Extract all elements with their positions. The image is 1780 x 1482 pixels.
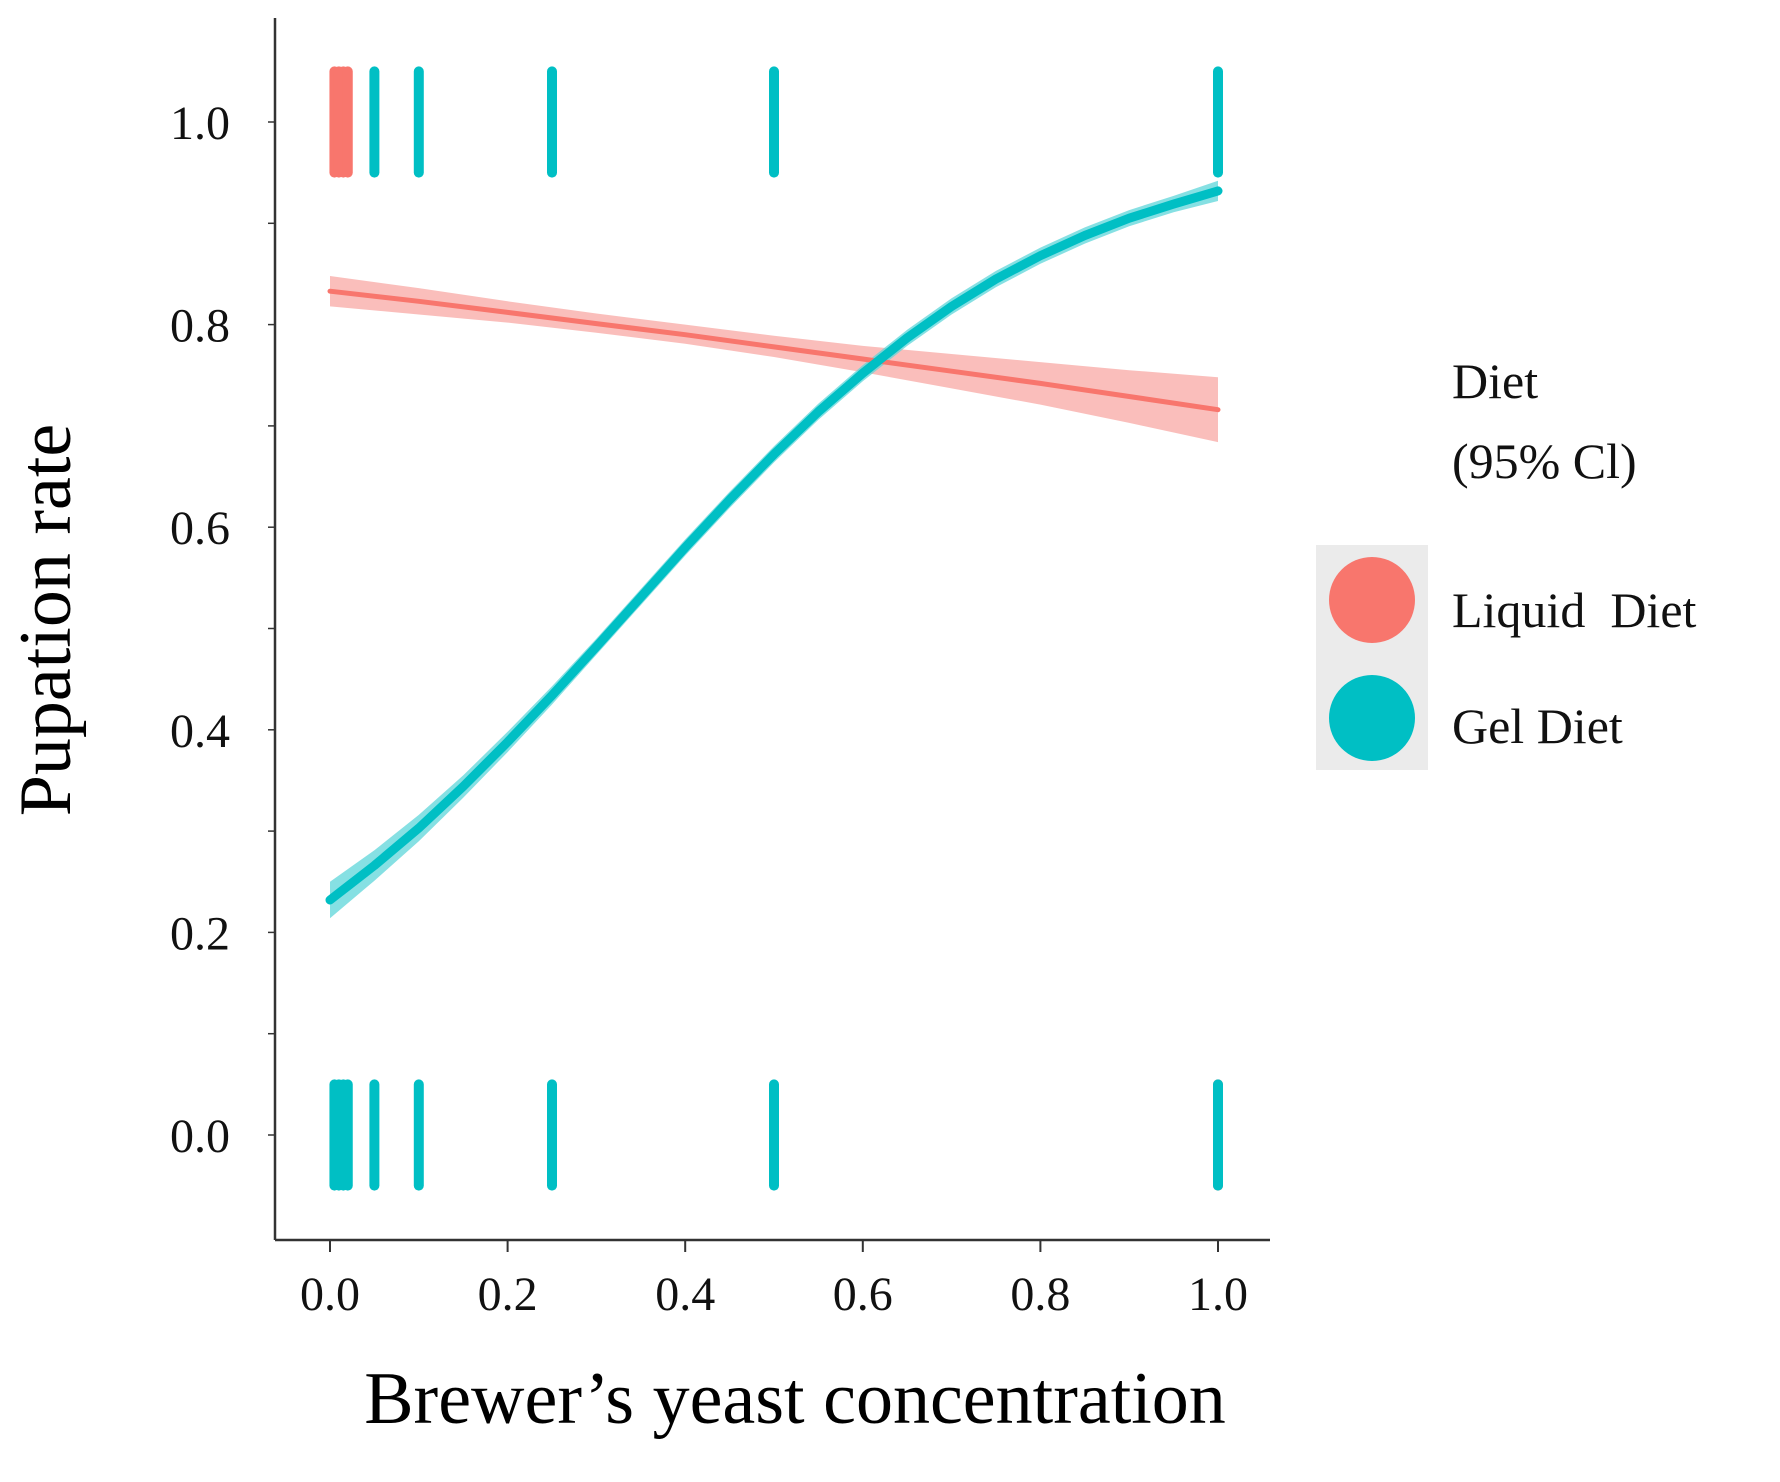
x-tick-label: 0.2 <box>478 1268 538 1321</box>
ticks: 0.0 0.2 0.4 0.6 0.8 1.0 0.0 0.2 0.4 0.6 0.8 1.0 <box>170 97 1248 1321</box>
fitted-lines <box>325 186 1223 905</box>
x-axis-title: Brewer’s yeast concentration <box>364 1358 1226 1440</box>
y-tick-label: 0.4 <box>170 705 230 758</box>
x-tick-label: 1.0 <box>1188 1268 1248 1321</box>
y-axis-title: Pupation rate <box>5 424 87 817</box>
legend-title: Diet <box>1452 353 1538 409</box>
y-tick-label: 1.0 <box>170 97 230 150</box>
legend-label-gel-diet: Gel Diet <box>1452 698 1623 754</box>
ci-band-gel-diet <box>330 180 1218 919</box>
confidence-bands <box>330 180 1218 919</box>
axes <box>273 18 1270 1242</box>
legend-label-liquid-diet: Liquid Diet <box>1452 582 1697 638</box>
y-tick-label: 0.2 <box>170 907 230 960</box>
legend-subtitle: (95% Cl) <box>1452 433 1637 489</box>
rug-marks <box>329 66 1223 1191</box>
legend-key-liquid-diet <box>1329 557 1415 643</box>
y-tick-label: 0.8 <box>170 300 230 353</box>
x-tick-label: 0.6 <box>833 1268 893 1321</box>
legend: Diet (95% Cl) Liquid Diet Gel Diet <box>1316 353 1697 770</box>
x-tick-label: 0.4 <box>655 1268 715 1321</box>
fit-line-liquid-diet <box>327 288 1221 413</box>
fit-line-gel-diet <box>325 186 1223 905</box>
x-tick-label: 0.0 <box>300 1268 360 1321</box>
y-tick-label: 0.0 <box>170 1110 230 1163</box>
ci-band-liquid-diet <box>330 276 1218 443</box>
y-tick-label: 0.6 <box>170 502 230 555</box>
x-tick-label: 0.8 <box>1010 1268 1070 1321</box>
legend-key-gel-diet <box>1329 675 1415 761</box>
